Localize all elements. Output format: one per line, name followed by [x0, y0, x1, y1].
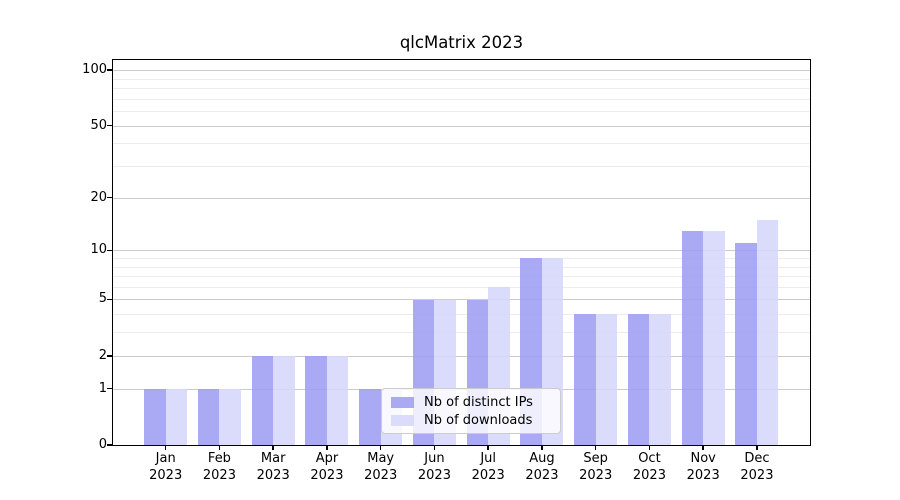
bar-nov-downloads	[703, 230, 725, 445]
y-tick-label-5: 5	[98, 291, 107, 307]
y-tick-label-0: 0	[98, 437, 107, 452]
minor-gridline	[113, 143, 810, 145]
x-tick-label-feb: Feb 2023	[202, 451, 236, 483]
minor-gridline	[113, 111, 810, 113]
y-tick-mark	[107, 249, 113, 251]
major-gridline	[113, 197, 810, 199]
y-tick-label-50: 50	[90, 117, 107, 133]
bar-mar-downloads	[273, 355, 295, 445]
x-tick-mark	[487, 445, 489, 450]
bar-nov-distinct-ips	[681, 230, 704, 445]
bar-apr-downloads	[326, 355, 349, 445]
minor-gridline	[113, 314, 810, 316]
x-tick-label-dec: Dec 2023	[740, 451, 774, 483]
bar-sep-distinct-ips	[574, 314, 596, 445]
x-tick-mark	[218, 445, 221, 450]
bar-dec-downloads	[756, 219, 779, 445]
y-tick-label-10: 10	[90, 242, 107, 258]
x-tick-label-aug: Aug 2023	[525, 451, 559, 483]
x-tick-label-jul: Jul 2023	[471, 451, 505, 483]
x-tick-label-oct: Oct 2023	[632, 451, 666, 483]
x-tick-label-sep: Sep 2023	[579, 451, 613, 483]
legend-label-downloads: Nb of downloads	[424, 412, 533, 428]
x-tick-label-apr: Apr 2023	[310, 451, 344, 483]
x-tick-label-jun: Jun 2023	[417, 451, 451, 483]
y-tick-mark	[107, 387, 113, 390]
bar-dec-distinct-ips	[735, 243, 757, 445]
bar-feb-distinct-ips	[197, 388, 220, 445]
minor-gridline	[113, 98, 810, 100]
major-gridline	[113, 250, 810, 252]
y-tick-mark	[107, 196, 113, 199]
x-tick-mark	[164, 445, 167, 450]
x-tick-mark	[756, 445, 758, 450]
y-tick-label-100: 100	[82, 62, 107, 78]
minor-gridline	[113, 266, 810, 268]
bar-feb-downloads	[219, 388, 241, 445]
bar-sep-downloads	[595, 314, 618, 445]
x-tick-mark	[433, 445, 436, 450]
y-tick-mark	[107, 298, 113, 301]
y-tick-mark	[107, 355, 113, 357]
x-tick-mark	[379, 445, 382, 450]
x-tick-mark	[702, 445, 704, 450]
legend-label-distinct-ips: Nb of distinct IPs	[424, 394, 533, 410]
minor-gridline	[113, 258, 810, 259]
legend: Nb of distinct IPs Nb of downloads	[381, 388, 561, 434]
y-tick-label-2: 2	[98, 347, 107, 363]
legend-swatch-downloads-icon	[391, 414, 414, 426]
y-tick-mark	[107, 69, 113, 71]
x-tick-label-nov: Nov 2023	[686, 451, 720, 483]
x-tick-mark	[326, 445, 328, 450]
y-tick-mark	[107, 124, 113, 127]
major-gridline	[113, 299, 810, 301]
x-tick-mark	[272, 445, 274, 450]
legend-swatch-distinct-ips-icon	[391, 396, 414, 408]
plot-area: Nb of distinct IPs Nb of downloads	[113, 60, 810, 445]
minor-gridline	[113, 332, 810, 334]
x-tick-label-mar: Mar 2023	[256, 451, 290, 483]
minor-gridline	[113, 78, 810, 80]
legend-item-distinct-ips: Nb of distinct IPs	[391, 393, 552, 411]
y-tick-mark	[107, 444, 113, 446]
major-gridline	[113, 70, 810, 72]
bar-oct-distinct-ips	[627, 314, 650, 445]
y-tick-label-20: 20	[90, 189, 107, 205]
major-gridline	[113, 125, 810, 127]
minor-gridline	[113, 286, 810, 288]
x-tick-label-may: May 2023	[364, 451, 398, 483]
legend-item-downloads: Nb of downloads	[391, 411, 552, 429]
x-tick-mark	[594, 445, 597, 450]
major-gridline	[113, 355, 810, 357]
minor-gridline	[113, 166, 810, 168]
minor-gridline	[113, 88, 810, 90]
y-tick-label-1: 1	[98, 380, 107, 396]
bar-jan-downloads	[165, 388, 188, 445]
bar-apr-distinct-ips	[305, 355, 327, 445]
bar-mar-distinct-ips	[251, 355, 274, 445]
bar-may-distinct-ips	[359, 388, 381, 445]
bar-oct-downloads	[649, 314, 671, 445]
chart-title: qlcMatrix 2023	[399, 33, 524, 52]
x-tick-label-jan: Jan 2023	[149, 451, 183, 483]
bar-jan-distinct-ips	[144, 388, 166, 445]
x-tick-mark	[541, 445, 543, 450]
x-tick-mark	[648, 445, 651, 450]
minor-gridline	[113, 276, 810, 278]
